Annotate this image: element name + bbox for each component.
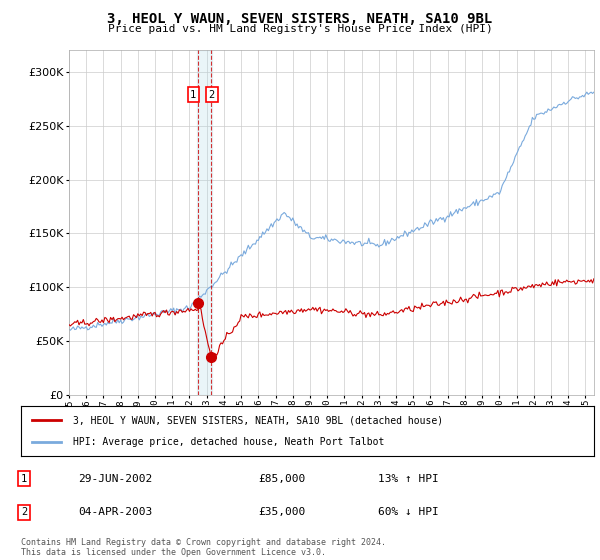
Text: £85,000: £85,000 — [258, 474, 305, 484]
Text: 13% ↑ HPI: 13% ↑ HPI — [378, 474, 439, 484]
Text: 3, HEOL Y WAUN, SEVEN SISTERS, NEATH, SA10 9BL: 3, HEOL Y WAUN, SEVEN SISTERS, NEATH, SA… — [107, 12, 493, 26]
Text: 2: 2 — [209, 90, 215, 100]
Text: £35,000: £35,000 — [258, 507, 305, 517]
Text: 29-JUN-2002: 29-JUN-2002 — [78, 474, 152, 484]
Text: 04-APR-2003: 04-APR-2003 — [78, 507, 152, 517]
Text: 1: 1 — [190, 90, 196, 100]
Text: Contains HM Land Registry data © Crown copyright and database right 2024.
This d: Contains HM Land Registry data © Crown c… — [21, 538, 386, 557]
Text: Price paid vs. HM Land Registry's House Price Index (HPI): Price paid vs. HM Land Registry's House … — [107, 24, 493, 34]
Text: 3, HEOL Y WAUN, SEVEN SISTERS, NEATH, SA10 9BL (detached house): 3, HEOL Y WAUN, SEVEN SISTERS, NEATH, SA… — [73, 415, 443, 425]
Text: 1: 1 — [21, 474, 27, 484]
Text: 2: 2 — [21, 507, 27, 517]
Text: 60% ↓ HPI: 60% ↓ HPI — [378, 507, 439, 517]
Bar — [197, 50, 212, 395]
Text: HPI: Average price, detached house, Neath Port Talbot: HPI: Average price, detached house, Neat… — [73, 437, 384, 447]
